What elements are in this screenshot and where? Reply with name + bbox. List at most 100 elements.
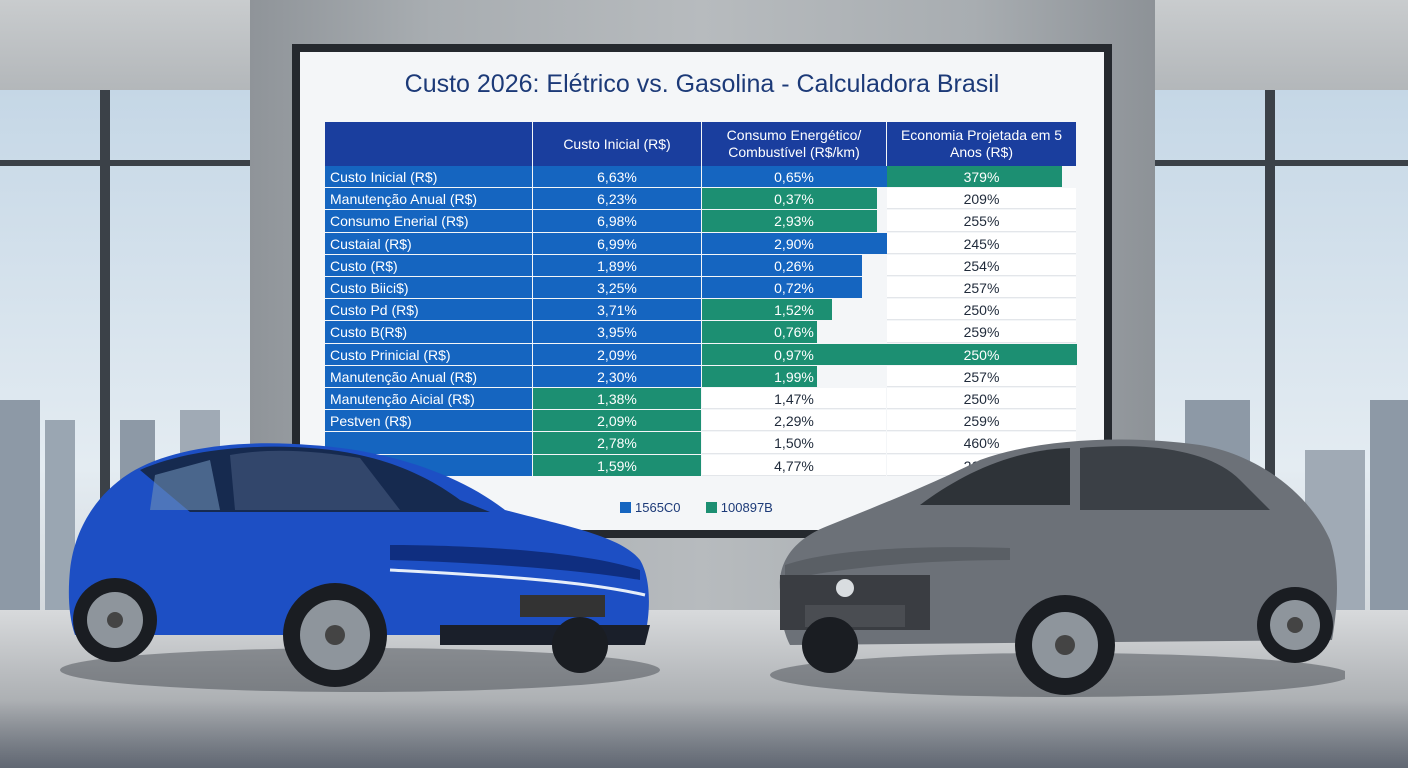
cell-fill [702, 254, 862, 276]
cell-savings: 379% [963, 169, 1000, 185]
cell-initial-cost: 6,23% [597, 191, 637, 208]
cell-consumption: 0,26% [774, 257, 814, 274]
cell-savings: 250% [963, 391, 1000, 407]
cell-bg [887, 321, 1076, 343]
cell-fill [325, 166, 532, 188]
cell-fill [533, 188, 701, 210]
cell-initial-cost: 6,98% [597, 213, 637, 230]
cell-fill [533, 388, 701, 410]
cell-initial-cost: 6,99% [597, 235, 637, 252]
legend-item-green: 100897B [705, 500, 773, 515]
cell-bg [887, 388, 1076, 410]
cell-fill [325, 432, 532, 454]
cell-bg [702, 410, 886, 432]
legend-swatch-blue [620, 502, 631, 513]
row-label: Custo B(R$) [330, 324, 408, 341]
row-label: Custaial (R$) [330, 235, 412, 252]
cell-bg [887, 299, 1076, 321]
cell-fill [533, 410, 701, 432]
cell-savings: 259% [963, 413, 1000, 430]
cell-consumption: 2,93% [774, 213, 814, 230]
cell-initial-cost: 6,63% [597, 169, 637, 185]
cell-fill [533, 232, 701, 254]
legend-label-blue: 1565C0 [635, 500, 681, 515]
cell-fill [325, 277, 532, 299]
cell-initial-cost: 2,78% [597, 435, 637, 452]
cell-fill [533, 254, 701, 276]
row-label: Custo Inicial (R$) [330, 169, 438, 185]
cell-fill [325, 410, 532, 432]
cell-fill [887, 343, 1077, 365]
floor-reflection [0, 700, 1408, 768]
cell-initial-cost: 2,09% [597, 413, 637, 430]
row-label: Custo Prinicial (R$) [330, 346, 451, 363]
cell-fill [702, 277, 862, 299]
cell-consumption: 1,47% [774, 391, 814, 407]
cell-savings: 255% [963, 213, 1000, 230]
cell-consumption: 1,99% [774, 368, 814, 385]
table-header-cell [325, 122, 532, 166]
cell-consumption: 1,50% [774, 435, 814, 452]
legend-swatch-green [705, 502, 717, 513]
cell-fill [533, 343, 701, 365]
cell-bg [702, 432, 886, 454]
cell-fill [533, 210, 701, 232]
cell-fill [325, 232, 532, 254]
cell-initial-cost: 2,09% [597, 346, 637, 363]
legend-label-green: 100897B [720, 500, 773, 515]
cell-consumption: 0,65% [774, 169, 814, 185]
cell-fill [702, 321, 817, 343]
row-label: Manutenção Anual (R$) [330, 191, 478, 208]
cell-initial-cost: 1,38% [597, 391, 637, 407]
cell-fill [325, 321, 532, 343]
cell-bg [887, 277, 1076, 299]
cell-bg [887, 232, 1076, 254]
cell-fill [533, 432, 701, 454]
cell-fill [702, 210, 877, 232]
cell-initial-cost: 3,71% [597, 302, 637, 319]
cell-bg [887, 188, 1076, 210]
cell-fill [325, 254, 532, 276]
cell-fill [325, 365, 532, 387]
row-label: Manutenção Aicial (R$) [330, 391, 475, 407]
cell-savings: 250% [963, 302, 1000, 319]
cell-savings: 245% [963, 235, 1000, 252]
cell-savings: 250% [963, 346, 1000, 363]
cell-bg [887, 254, 1076, 276]
row-label: Pestven (R$) [330, 413, 412, 430]
cell-fill [533, 299, 701, 321]
cell-savings: 257% [963, 368, 1000, 385]
table-header-cell: Economia Projetada em 5 Anos (R$) [887, 122, 1076, 166]
row-label: Manutenção Anual (R$) [330, 368, 478, 385]
cell-consumption: 1,52% [774, 302, 814, 319]
chart-legend: 1565C0 100897B [620, 500, 773, 515]
cell-initial-cost: 1,89% [597, 257, 637, 274]
cell-fill [325, 210, 532, 232]
cell-savings: 254% [963, 257, 1000, 274]
cell-bg [887, 210, 1076, 232]
cell-consumption: 0,76% [774, 324, 814, 341]
cell-initial-cost: 3,25% [597, 280, 637, 296]
cell-fill [702, 166, 888, 188]
cell-fill [533, 277, 701, 299]
cell-fill [325, 343, 532, 365]
cell-consumption: 2,90% [774, 235, 814, 252]
screen-title: Custo 2026: Elétrico vs. Gasolina - Calc… [404, 70, 1000, 98]
table-header-cell: Consumo Energético/ Combustível (R$/km) [702, 122, 886, 166]
cell-fill [325, 299, 532, 321]
cell-fill [533, 365, 701, 387]
cell-bg [702, 454, 886, 476]
cell-fill [702, 365, 817, 387]
gasoline-car [770, 430, 1345, 705]
row-label: Custo (R$) [330, 257, 398, 274]
cell-consumption: 2,29% [774, 413, 814, 430]
cell-initial-cost: 1,59% [597, 457, 637, 474]
row-label: Consumo Enerial (R$) [330, 213, 469, 230]
cell-bg [702, 388, 886, 410]
row-label: Custo Pd (R$) [330, 302, 419, 319]
cell-bg [887, 410, 1076, 432]
cell-fill [887, 166, 1062, 188]
cell-fill [325, 188, 532, 210]
cell-fill [702, 232, 888, 254]
